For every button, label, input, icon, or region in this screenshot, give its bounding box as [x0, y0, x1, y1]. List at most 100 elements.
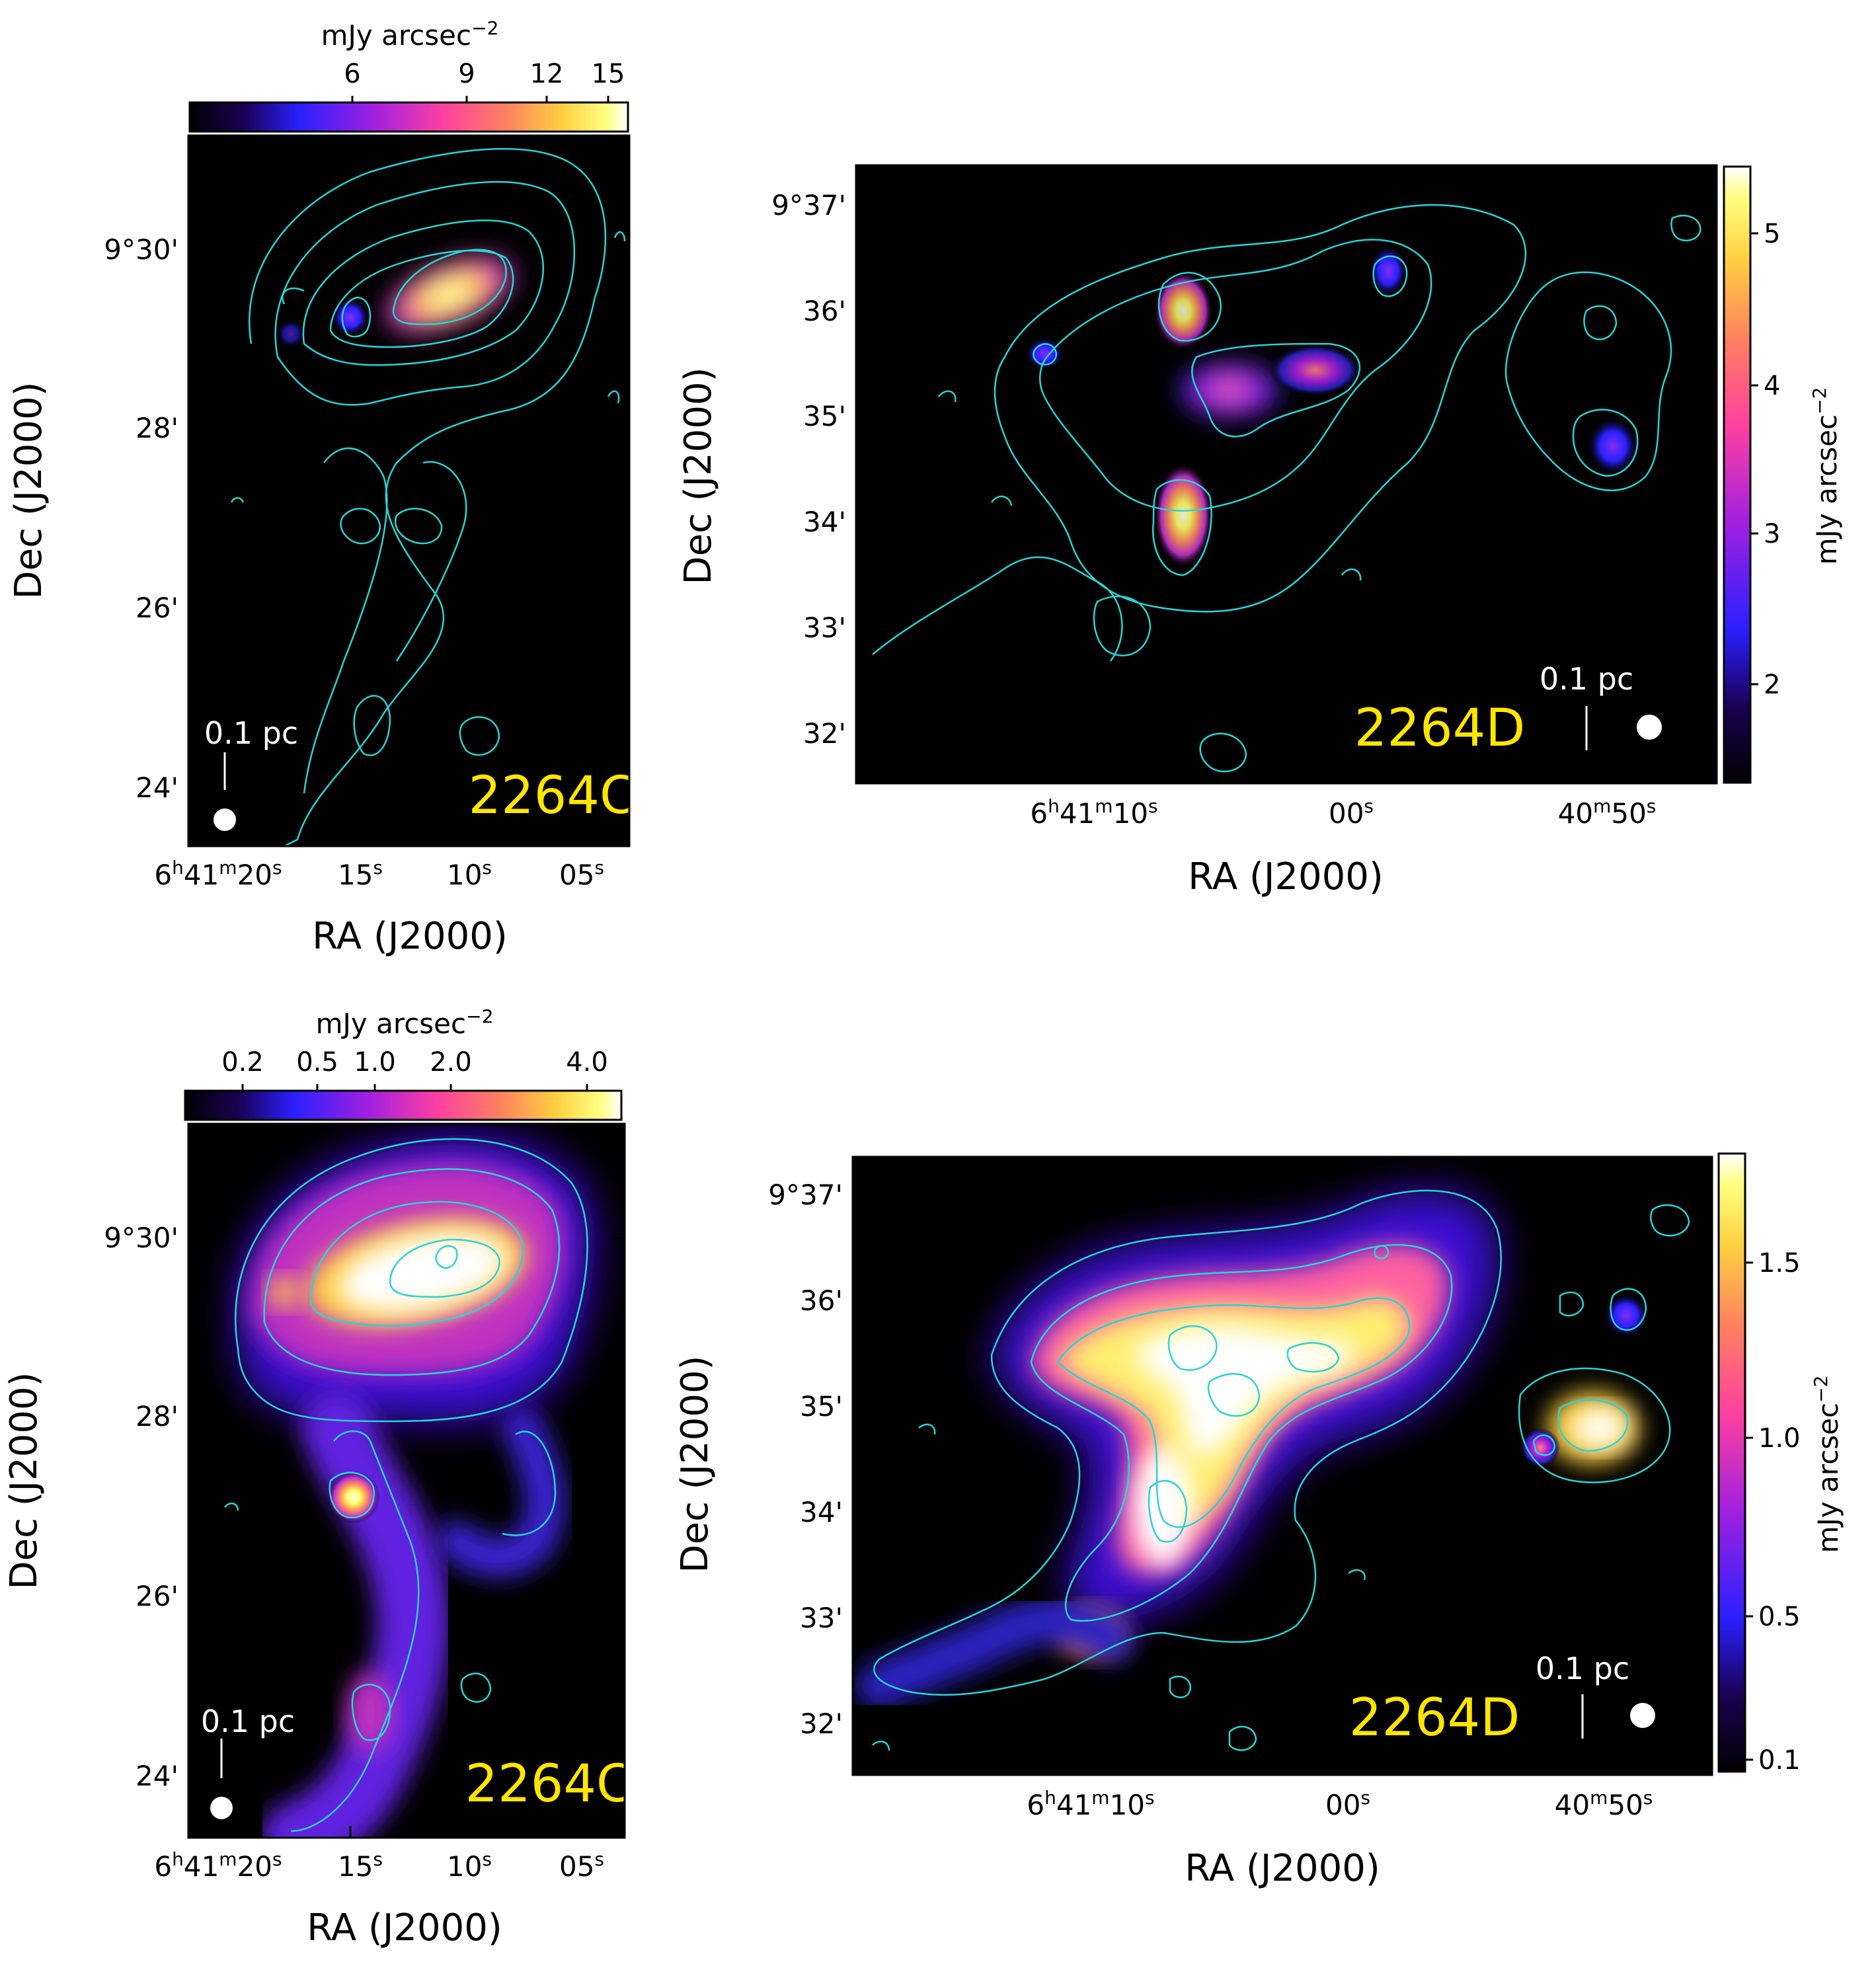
- colorbar-tick: 0.1: [1758, 1745, 1801, 1776]
- panel-bottom-left: 0.2 0.5 1.0 2.0 4.0 mJy arcsec−2: [3, 1005, 633, 1949]
- panel-bottom-right: 2264D 0.1 pc 9°37' 36' 35' 34' 33' 32' 6…: [674, 1152, 1844, 1890]
- ytick-label: 36': [800, 1284, 843, 1317]
- colorbar-tick: 2.0: [430, 1047, 472, 1078]
- xtick-label: 00s: [1325, 1787, 1370, 1821]
- ytick-label: 35': [800, 1390, 843, 1423]
- ytick-label: 9°30': [104, 1222, 178, 1254]
- field-label: 2264D: [1354, 699, 1526, 758]
- field-label: 2264D: [1349, 1688, 1520, 1748]
- axis-ticks-bottom-right: [853, 1194, 1605, 1775]
- ytick-label: 26': [136, 1580, 178, 1612]
- colorbar-tick: 1.0: [354, 1047, 396, 1078]
- colorbar-top-right: [1723, 165, 1752, 784]
- xtick-label: 05s: [559, 1848, 604, 1883]
- map-emission-top-right: 2264D 0.1 pc: [872, 204, 1701, 773]
- map-emission-bottom-right: 2264D 0.1 pc: [856, 1189, 1690, 1751]
- ytick-label: 9°37': [771, 189, 846, 221]
- xtick-label: 15s: [338, 857, 383, 891]
- beam-marker: [210, 1797, 233, 1819]
- ytick-label: 28': [136, 1400, 178, 1432]
- map-emission-bottom-left: 2264C 0.1 pc: [201, 1134, 633, 1838]
- axis-ticks-bottom-left: [188, 1237, 625, 1838]
- contours-top-right: [872, 204, 1701, 773]
- colorbar-tick: 9: [458, 59, 475, 89]
- colorbar-tick: 4: [1764, 371, 1780, 401]
- colorbar-label: mJy arcsec−2: [321, 17, 499, 52]
- panel-top-right: 2264D 0.1 pc 9°37' 36' 35' 34' 33' 32' 6…: [677, 164, 1843, 898]
- beam-marker: [1637, 715, 1662, 740]
- ytick-label: 24': [136, 1760, 178, 1792]
- ytick-label: 34': [800, 1496, 843, 1528]
- scalebar-label: 0.1 pc: [204, 715, 298, 751]
- ytick-label: 33': [803, 611, 846, 644]
- xtick-label: 15s: [338, 1848, 383, 1883]
- xtick-label: 10s: [447, 857, 492, 891]
- xtick-label: 6h41m10s: [1030, 795, 1157, 830]
- ytick-label: 32': [803, 717, 846, 750]
- colorbar-label: mJy arcsec−2: [1810, 1376, 1844, 1553]
- map-image-top-right: [856, 165, 1717, 783]
- scalebar-label: 0.1 pc: [1536, 1651, 1629, 1686]
- panel-top-left: 6 9 12 15 mJy arcsec−2: [7, 17, 636, 958]
- y-axis-label: Dec (J2000): [674, 1356, 717, 1573]
- colorbar-bottom-right: [1717, 1152, 1746, 1773]
- ytick-label: 9°30': [104, 233, 178, 266]
- contours-top-left: [230, 147, 626, 846]
- ytick-label: 26': [136, 592, 178, 624]
- colorbar-label: mJy arcsec−2: [316, 1005, 494, 1040]
- xtick-label: 00s: [1329, 795, 1374, 830]
- ytick-label: 9°37': [768, 1179, 843, 1211]
- ytick-label: 33': [800, 1602, 843, 1634]
- ytick-label: 32': [800, 1707, 843, 1740]
- ytick-label: 34': [803, 506, 846, 538]
- colorbar-tick: 1.0: [1758, 1423, 1801, 1454]
- colorbar-tick: 4.0: [566, 1047, 608, 1078]
- x-axis-label: RA (J2000): [312, 915, 507, 958]
- contours-bottom-left: [224, 1138, 588, 1832]
- colorbar-label: mJy arcsec−2: [1809, 387, 1843, 565]
- colorbar-bottom-left: [184, 1089, 623, 1121]
- axis-ticks-top-left: [188, 249, 629, 846]
- field-label: 2264C: [469, 766, 636, 826]
- x-axis-label: RA (J2000): [307, 1906, 502, 1949]
- axis-ticks-top-right: [856, 204, 1608, 783]
- ytick-label: 28': [136, 412, 178, 444]
- x-axis-label: RA (J2000): [1188, 855, 1383, 898]
- colorbar-tick: 0.5: [296, 1047, 338, 1078]
- xtick-label: 10s: [447, 1848, 492, 1883]
- ytick-label: 24': [136, 771, 178, 804]
- colorbar-tick: 6: [344, 59, 360, 89]
- field-label: 2264C: [465, 1754, 633, 1814]
- xtick-label: 40m50s: [1558, 795, 1657, 830]
- colorbar-tick: 12: [530, 59, 564, 89]
- beam-marker: [1630, 1703, 1655, 1728]
- colorbar-ticks-top-left: [351, 96, 609, 102]
- colorbar-ticks-bottom-left: [241, 1084, 588, 1091]
- scalebar-label: 0.1 pc: [201, 1704, 295, 1739]
- y-axis-label: Dec (J2000): [677, 368, 720, 585]
- colorbar-tick: 5: [1764, 219, 1780, 249]
- xtick-label: 6h41m20s: [154, 857, 282, 891]
- xtick-label: 6h41m10s: [1027, 1787, 1154, 1821]
- colorbar-tick: 0.2: [221, 1047, 264, 1078]
- colorbar-tick: 2: [1764, 670, 1780, 700]
- beam-marker: [214, 808, 236, 831]
- ytick-label: 36': [803, 295, 846, 327]
- ytick-label: 35': [803, 400, 846, 432]
- colorbar-tick: 0.5: [1758, 1602, 1801, 1632]
- y-axis-label: Dec (J2000): [3, 1372, 46, 1590]
- colorbar-ticks-top-right: [1750, 232, 1758, 686]
- xtick-label: 40m50s: [1555, 1787, 1653, 1821]
- map-emission-top-left: 2264C 0.1 pc: [204, 147, 636, 846]
- xtick-label: 05s: [559, 857, 604, 891]
- y-axis-label: Dec (J2000): [7, 382, 50, 600]
- x-axis-label: RA (J2000): [1185, 1847, 1380, 1890]
- colorbar-tick: 15: [592, 59, 625, 89]
- colorbar-top-left: [188, 101, 629, 133]
- contours-bottom-right: [872, 1189, 1690, 1751]
- map-image-top-left: [188, 136, 629, 846]
- xtick-label: 6h41m20s: [154, 1848, 282, 1883]
- scalebar-label: 0.1 pc: [1540, 661, 1633, 697]
- colorbar-tick: 3: [1764, 519, 1780, 549]
